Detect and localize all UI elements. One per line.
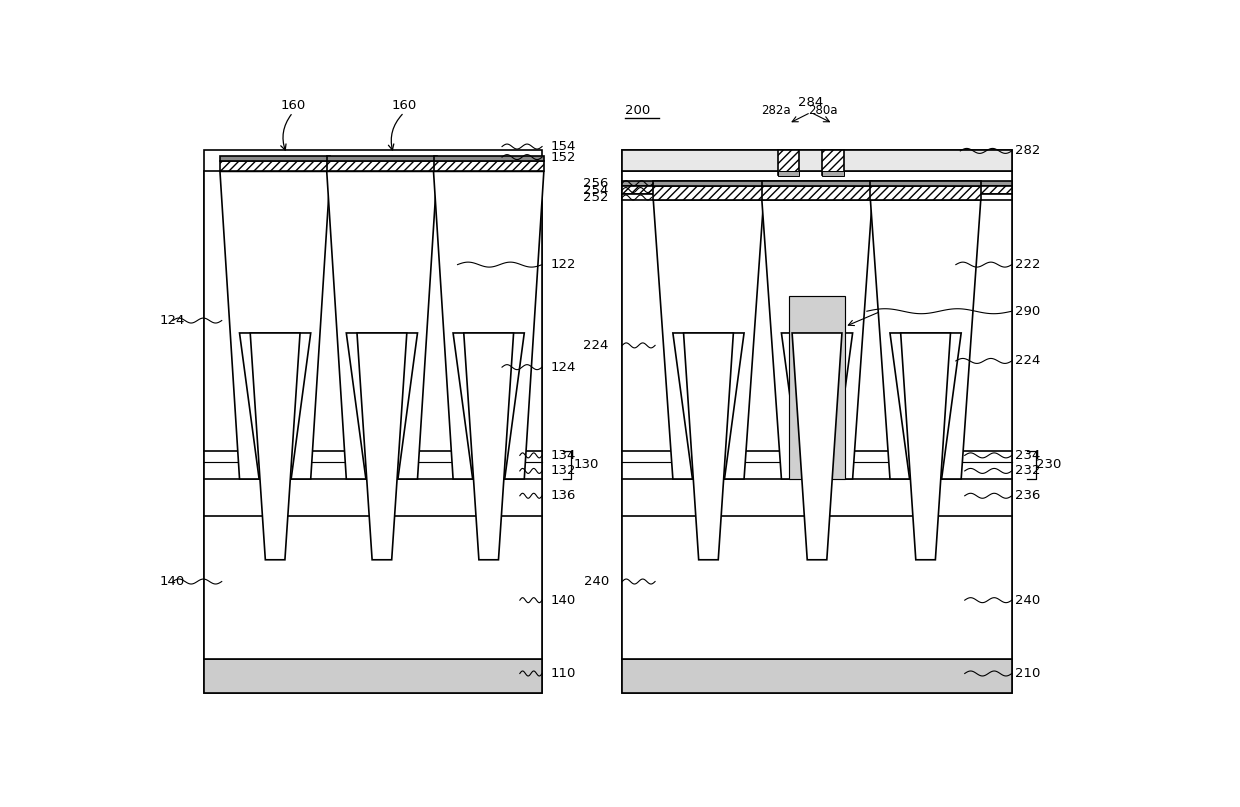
Text: 140: 140 [160,575,185,588]
Polygon shape [346,333,418,479]
Polygon shape [453,333,525,479]
Polygon shape [326,171,436,479]
Bar [870,186,981,200]
Text: 236: 236 [1014,489,1040,502]
Text: 210: 210 [1014,667,1040,680]
Polygon shape [683,333,733,560]
Bar [622,171,1012,659]
Polygon shape [761,200,872,479]
Polygon shape [219,171,330,479]
Text: 222: 222 [1014,258,1040,271]
Polygon shape [781,333,853,479]
Bar [653,186,764,200]
Text: 152: 152 [551,151,577,164]
Text: 160: 160 [392,99,417,112]
Polygon shape [653,200,764,479]
Bar [622,181,1012,186]
Bar [326,161,436,171]
Text: 230: 230 [1035,458,1061,471]
Bar [622,659,1012,693]
Text: 232: 232 [1014,464,1040,478]
Bar [777,149,800,174]
Bar [761,186,872,200]
Text: 122: 122 [551,258,577,271]
Text: 200: 200 [625,104,650,117]
Text: 160: 160 [280,99,305,112]
Polygon shape [464,333,513,560]
Bar [219,157,330,161]
Bar [434,157,544,161]
Text: 124: 124 [160,314,185,327]
Text: 282a: 282a [761,104,791,117]
Bar [622,149,1012,693]
Bar [622,149,1012,171]
Bar [822,149,843,174]
Text: 254: 254 [584,183,609,197]
Text: 240: 240 [584,575,609,588]
Text: 132: 132 [551,464,577,478]
Text: 224: 224 [1014,354,1040,367]
Text: 290: 290 [1014,305,1040,318]
Bar [219,161,330,171]
Text: 280a: 280a [808,104,838,117]
Bar [203,171,542,659]
Text: 136: 136 [551,489,577,502]
Polygon shape [239,333,311,479]
Polygon shape [870,200,981,479]
Polygon shape [434,171,544,479]
Bar [777,171,800,177]
Bar [326,157,436,161]
Polygon shape [673,333,744,479]
Bar [822,171,843,177]
Text: 252: 252 [583,191,609,204]
Text: 240: 240 [1014,594,1040,607]
Bar [789,295,846,479]
Bar [870,181,981,186]
Text: 140: 140 [551,594,577,607]
Bar [622,194,1012,200]
Text: 282: 282 [1014,144,1040,157]
Bar [203,659,542,693]
Polygon shape [890,333,961,479]
Polygon shape [900,333,951,560]
Text: 110: 110 [551,667,577,680]
Bar [761,181,872,186]
Text: 234: 234 [1014,449,1040,462]
Bar [653,181,764,186]
Text: 284: 284 [799,96,823,109]
Bar [622,186,1012,194]
Polygon shape [357,333,407,560]
Text: 130: 130 [573,458,599,471]
Text: 256: 256 [584,177,609,190]
Polygon shape [792,333,842,560]
Bar [203,149,542,693]
Text: 124: 124 [551,361,577,374]
Bar [434,161,544,171]
Polygon shape [250,333,300,560]
Text: 154: 154 [551,140,577,153]
Text: 224: 224 [584,339,609,352]
Text: 134: 134 [551,449,577,462]
